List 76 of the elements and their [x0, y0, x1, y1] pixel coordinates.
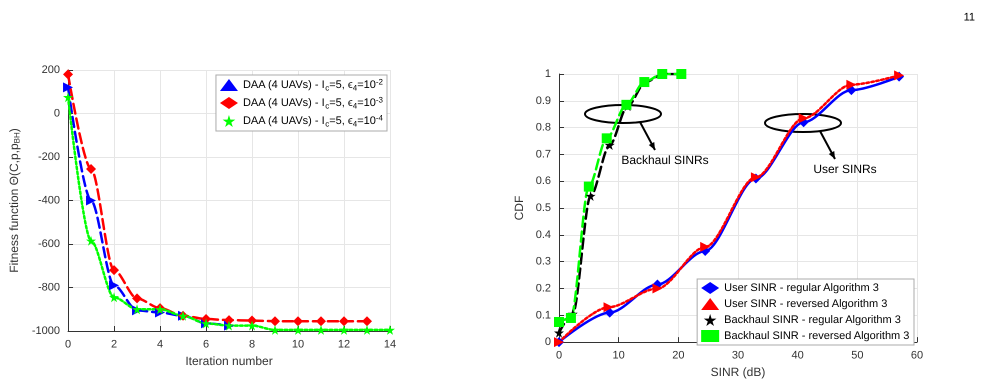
point: [586, 190, 596, 201]
point: [63, 69, 74, 80]
y-tick-label: 0.4: [536, 228, 551, 241]
y-tick-label: 0.5: [536, 202, 551, 214]
point: [584, 182, 594, 192]
y-tick-label: -200: [38, 151, 60, 163]
point: [846, 80, 856, 90]
y-axis-title: Fitness function Θ(C,p,pBH): [7, 128, 22, 273]
point: [798, 113, 809, 124]
y-tick-label: 1: [544, 68, 551, 80]
point: [652, 283, 662, 294]
point: [109, 292, 120, 302]
y-tick-label: 0.6: [536, 175, 551, 188]
point: [316, 324, 326, 335]
y-tick-label: 200: [42, 64, 60, 76]
legend-label: User SINR - reversed Algorithm 3: [724, 298, 888, 310]
point: [700, 242, 710, 252]
point: [86, 196, 96, 206]
y-tick-label: 0.8: [536, 122, 551, 134]
x-tick-label: 12: [338, 338, 350, 350]
legend-label: Backhaul SINR - regular Algorithm 3: [724, 314, 901, 326]
x-tick-label: 40: [792, 350, 804, 362]
x-tick-label: 10: [292, 338, 304, 350]
y-tick-label: -400: [38, 194, 60, 206]
x-tick-label: 0: [64, 338, 72, 350]
annotation: Backhaul SINRs: [621, 153, 709, 167]
y-tick-label: 0.3: [536, 256, 551, 268]
x-tick-label: 10: [612, 350, 625, 362]
point: [566, 312, 576, 323]
x-tick-label: 20: [672, 350, 684, 362]
legend-label: User SINR - regular Algorithm 3: [724, 282, 879, 294]
x-axis-title: SINR (dB): [710, 365, 766, 379]
point: [316, 316, 326, 326]
y-tick-label: 0.1: [536, 309, 551, 322]
x-tick-label: 6: [202, 338, 210, 350]
point: [339, 316, 350, 326]
point: [132, 293, 142, 304]
point: [109, 280, 120, 290]
point: [362, 316, 372, 326]
point: [293, 316, 304, 326]
point: [602, 133, 612, 144]
point: [109, 265, 120, 276]
y-axis-title: CDF: [512, 196, 526, 220]
point: [385, 324, 395, 335]
point: [63, 92, 74, 102]
point: [247, 320, 258, 331]
x-tick-label: 50: [851, 350, 864, 362]
y-tick-label: 0.7: [536, 148, 551, 160]
x-tick-label: 0: [556, 350, 562, 362]
point: [63, 82, 74, 92]
point: [86, 236, 96, 246]
x-tick-label: 8: [248, 338, 256, 350]
x-tick-label: 30: [732, 350, 744, 362]
point: [362, 324, 372, 335]
annotation: User SINRs: [813, 162, 877, 176]
point: [554, 316, 564, 327]
point: [224, 315, 234, 326]
y-tick-label: 0: [54, 108, 60, 120]
y-tick-label: 0.2: [536, 282, 551, 294]
point: [86, 164, 96, 174]
y-tick-label: 0.9: [536, 94, 551, 107]
x-tick-label: 2: [110, 338, 118, 350]
x-tick-label: 14: [384, 338, 396, 350]
y-tick-label: -600: [38, 238, 60, 250]
y-tick-label: -800: [38, 282, 60, 294]
point: [554, 328, 564, 338]
x-tick-label: 4: [156, 338, 164, 350]
y-tick-label: -1000: [32, 325, 60, 337]
x-tick-label: 60: [910, 350, 924, 362]
legend-label: Backhaul SINR - reversed Algorithm 3: [724, 330, 910, 342]
point: [604, 308, 615, 318]
text: 11: [964, 12, 976, 24]
point: [293, 324, 304, 335]
point: [339, 324, 350, 335]
point: [270, 316, 280, 326]
x-axis-title: Iteration number: [185, 354, 273, 368]
